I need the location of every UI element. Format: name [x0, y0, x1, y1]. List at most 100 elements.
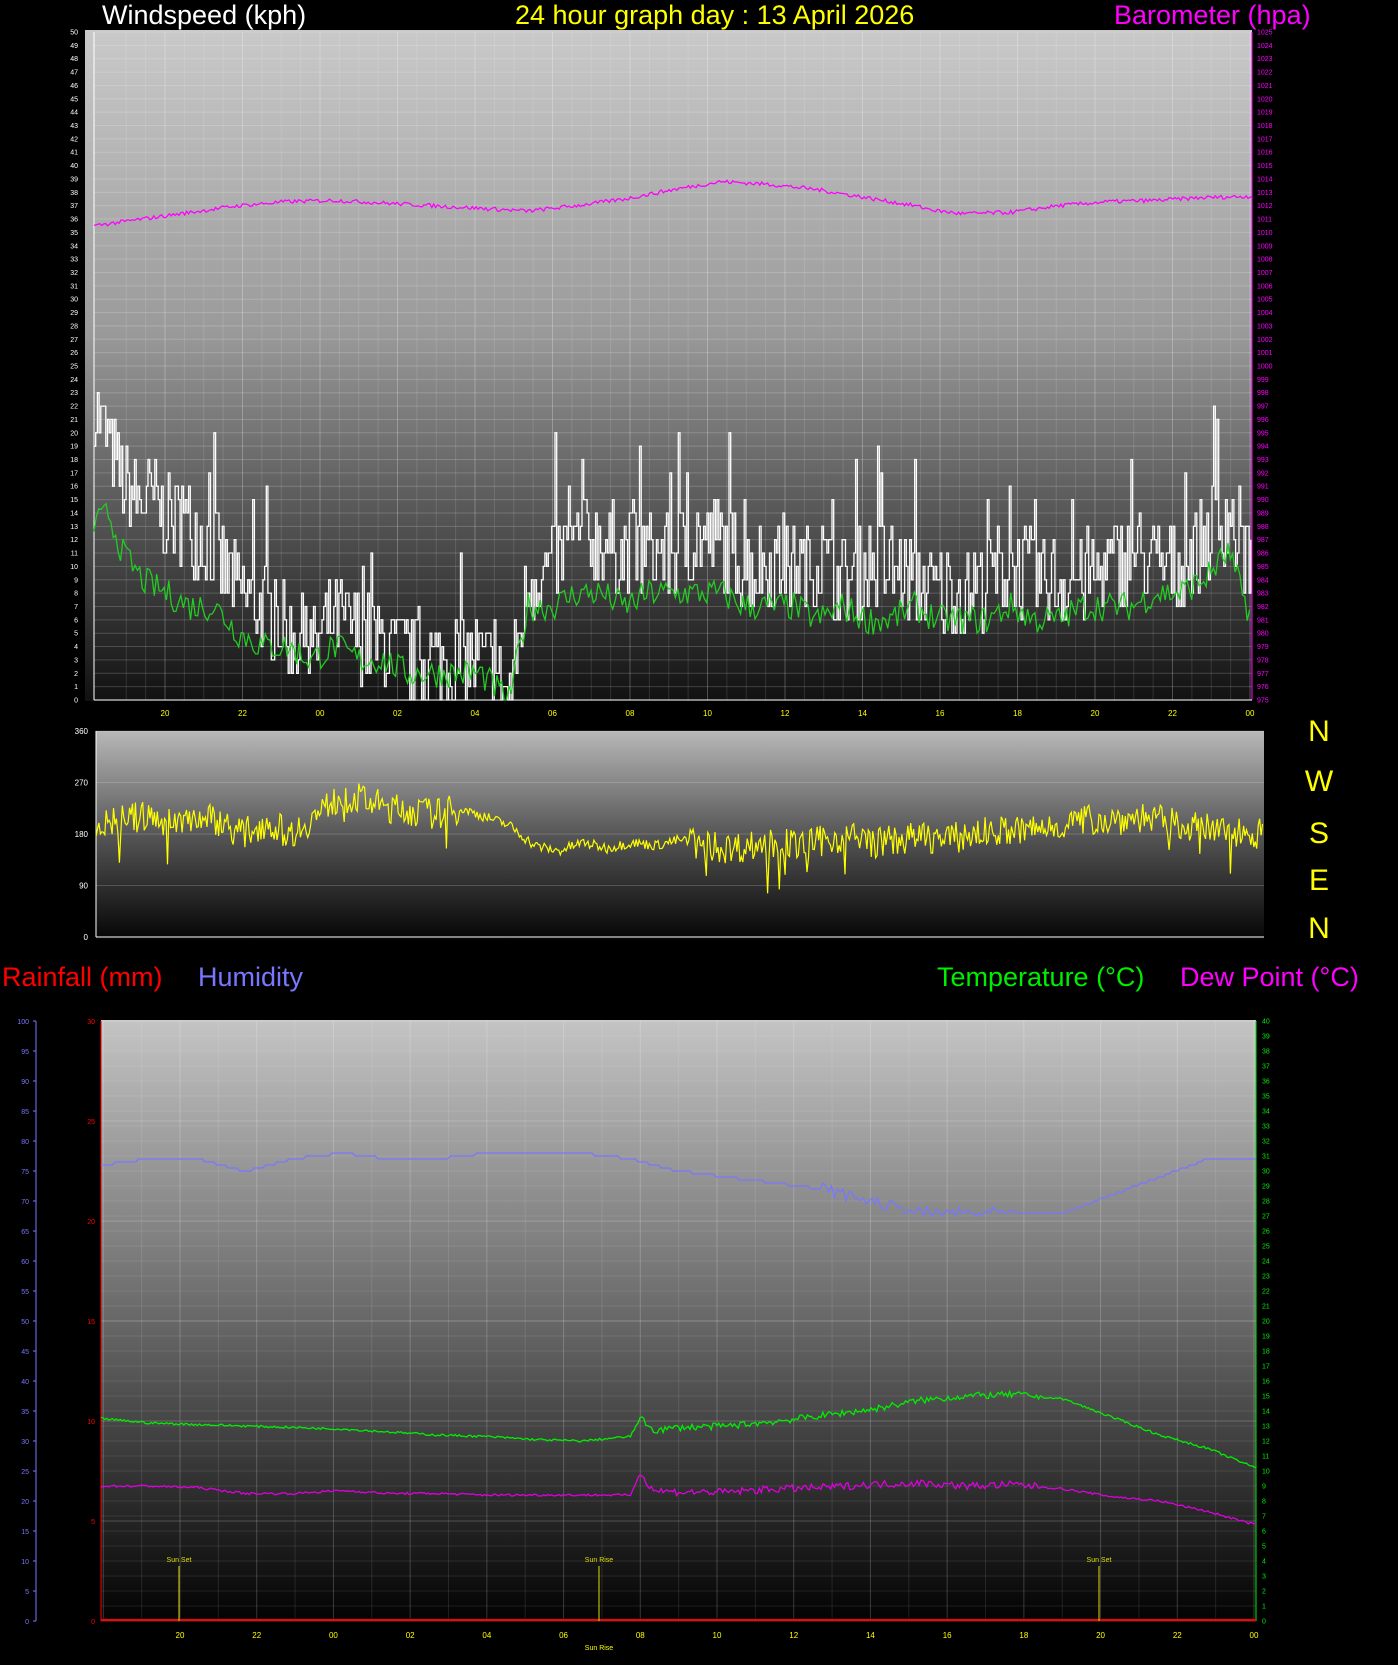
humidity-line	[101, 1152, 1256, 1218]
wind-baro-axes: 0123456789101112131415161718192021222324…	[70, 30, 1272, 719]
wind-y-tick-label: 16	[70, 484, 78, 491]
wind-y-tick-label: 27	[70, 337, 78, 344]
temp-y-tick-label: 32	[1262, 1139, 1270, 1146]
temp-x-tick-label: 12	[789, 1631, 798, 1640]
baro-y-tick-label: 1025	[1257, 30, 1273, 37]
temp-x-tick-label: 18	[1019, 1631, 1028, 1640]
wind-y-tick-label: 39	[70, 176, 78, 183]
temp-y-tick-label: 25	[1262, 1244, 1270, 1251]
wind-x-tick-label: 12	[781, 709, 790, 718]
wind-direction-series	[95, 783, 1264, 894]
baro-y-tick-label: 1020	[1257, 96, 1273, 103]
baro-y-tick-label: 985	[1257, 564, 1269, 571]
humidity-y-tick-label: 55	[21, 1289, 29, 1296]
temp-y-tick-label: 5	[1262, 1544, 1266, 1551]
temp-y-tick-label: 8	[1262, 1499, 1266, 1506]
wind-x-tick-label: 06	[548, 709, 557, 718]
wind-x-tick-label: 14	[858, 709, 867, 718]
wind-y-tick-label: 20	[70, 430, 78, 437]
baro-y-tick-label: 1008	[1257, 257, 1273, 264]
baro-y-tick-label: 978	[1257, 657, 1269, 664]
wind-gust-line	[94, 392, 1252, 701]
wind-y-tick-label: 31	[70, 283, 78, 290]
wind-y-tick-label: 14	[70, 510, 78, 517]
wind-y-tick-label: 24	[70, 377, 78, 384]
temp-y-tick-label: 12	[1262, 1439, 1270, 1446]
wind-x-tick-label: 18	[1013, 709, 1022, 718]
temperature-line	[100, 1389, 1257, 1469]
temp-y-tick-label: 40	[1262, 1019, 1270, 1026]
wind-y-tick-label: 6	[74, 617, 78, 624]
wind-x-tick-label: 22	[1168, 709, 1177, 718]
wind-y-tick-label: 21	[70, 417, 78, 424]
baro-y-tick-label: 987	[1257, 537, 1269, 544]
temp-hum-rain-plot-area	[101, 1020, 1256, 1621]
temp-y-tick-label: 37	[1262, 1064, 1270, 1071]
baro-y-tick-label: 1009	[1257, 243, 1273, 250]
temp-y-tick-label: 36	[1262, 1079, 1270, 1086]
temp-y-tick-label: 0	[1262, 1619, 1266, 1626]
temp-y-tick-label: 1	[1262, 1604, 1266, 1611]
rain-y-tick-label: 0	[91, 1619, 95, 1626]
wind-y-tick-label: 9	[74, 577, 78, 584]
baro-y-tick-label: 1022	[1257, 70, 1273, 77]
wind-x-tick-label: 16	[936, 709, 945, 718]
humidity-y-tick-label: 50	[21, 1319, 29, 1326]
wind-direction-plot-area	[96, 731, 1264, 940]
barometer-line	[93, 179, 1253, 227]
wind-y-tick-label: 45	[70, 96, 78, 103]
baro-y-tick-label: 1011	[1257, 217, 1272, 224]
temp-y-tick-label: 4	[1262, 1559, 1266, 1566]
baro-y-tick-label: 1004	[1257, 310, 1273, 317]
baro-y-tick-label: 1024	[1257, 43, 1273, 50]
temp-y-tick-label: 38	[1262, 1049, 1270, 1056]
wind-x-tick-label: 20	[161, 709, 170, 718]
baro-y-tick-label: 991	[1257, 484, 1269, 491]
rain-y-tick-label: 10	[87, 1419, 95, 1426]
date-title: 24 hour graph day : 13 April 2026	[515, 0, 915, 30]
baro-y-tick-label: 988	[1257, 524, 1269, 531]
temperature-title: Temperature (°C)	[937, 962, 1145, 992]
baro-y-tick-label: 1002	[1257, 337, 1273, 344]
compass-label-s: S	[1308, 817, 1329, 850]
wind-y-tick-label: 12	[70, 537, 78, 544]
wind-x-tick-label: 04	[471, 709, 480, 718]
wind-y-tick-label: 28	[70, 323, 78, 330]
temp-hum-rain-panel: 0123456789101112131415161718192021222324…	[17, 1019, 1270, 1653]
wind-x-tick-label: 02	[393, 709, 402, 718]
baro-y-tick-label: 1021	[1257, 83, 1273, 90]
baro-y-tick-label: 1016	[1257, 150, 1273, 157]
rain-y-tick-label: 20	[87, 1219, 95, 1226]
temp-x-tick-label: 10	[713, 1631, 722, 1640]
wind-y-tick-label: 47	[70, 70, 78, 77]
temp-y-tick-label: 35	[1262, 1094, 1270, 1101]
wind-y-tick-label: 38	[70, 190, 78, 197]
wind-y-tick-label: 50	[70, 30, 78, 37]
compass-label-n-bottom: N	[1308, 912, 1330, 945]
wind-y-tick-label: 1	[74, 684, 78, 691]
baro-y-tick-label: 1007	[1257, 270, 1273, 277]
wind-y-tick-label: 0	[74, 698, 78, 705]
wind-y-tick-label: 46	[70, 83, 78, 90]
direction-y-tick-label: 270	[75, 779, 89, 788]
wind-y-tick-label: 15	[70, 497, 78, 504]
temp-x-tick-label: 02	[406, 1631, 415, 1640]
humidity-y-tick-label: 75	[21, 1169, 29, 1176]
direction-y-tick-label: 180	[75, 830, 89, 839]
wind-average-line	[93, 502, 1251, 701]
temp-x-tick-label: 08	[636, 1631, 645, 1640]
barometer-title: Barometer (hpa)	[1114, 0, 1311, 30]
humidity-y-tick-label: 85	[21, 1109, 29, 1116]
baro-y-tick-label: 1005	[1257, 297, 1273, 304]
wind-y-tick-label: 2	[74, 671, 78, 678]
baro-y-tick-label: 994	[1257, 444, 1269, 451]
temp-y-tick-label: 31	[1262, 1154, 1270, 1161]
humidity-y-tick-label: 0	[25, 1619, 29, 1626]
temp-hum-rain-axes: 0123456789101112131415161718192021222324…	[17, 1019, 1270, 1641]
temp-y-tick-label: 19	[1262, 1334, 1270, 1341]
temp-y-tick-label: 22	[1262, 1289, 1270, 1296]
humidity-y-tick-label: 20	[21, 1499, 29, 1506]
temp-x-tick-label: 16	[943, 1631, 952, 1640]
wind-y-tick-label: 29	[70, 310, 78, 317]
